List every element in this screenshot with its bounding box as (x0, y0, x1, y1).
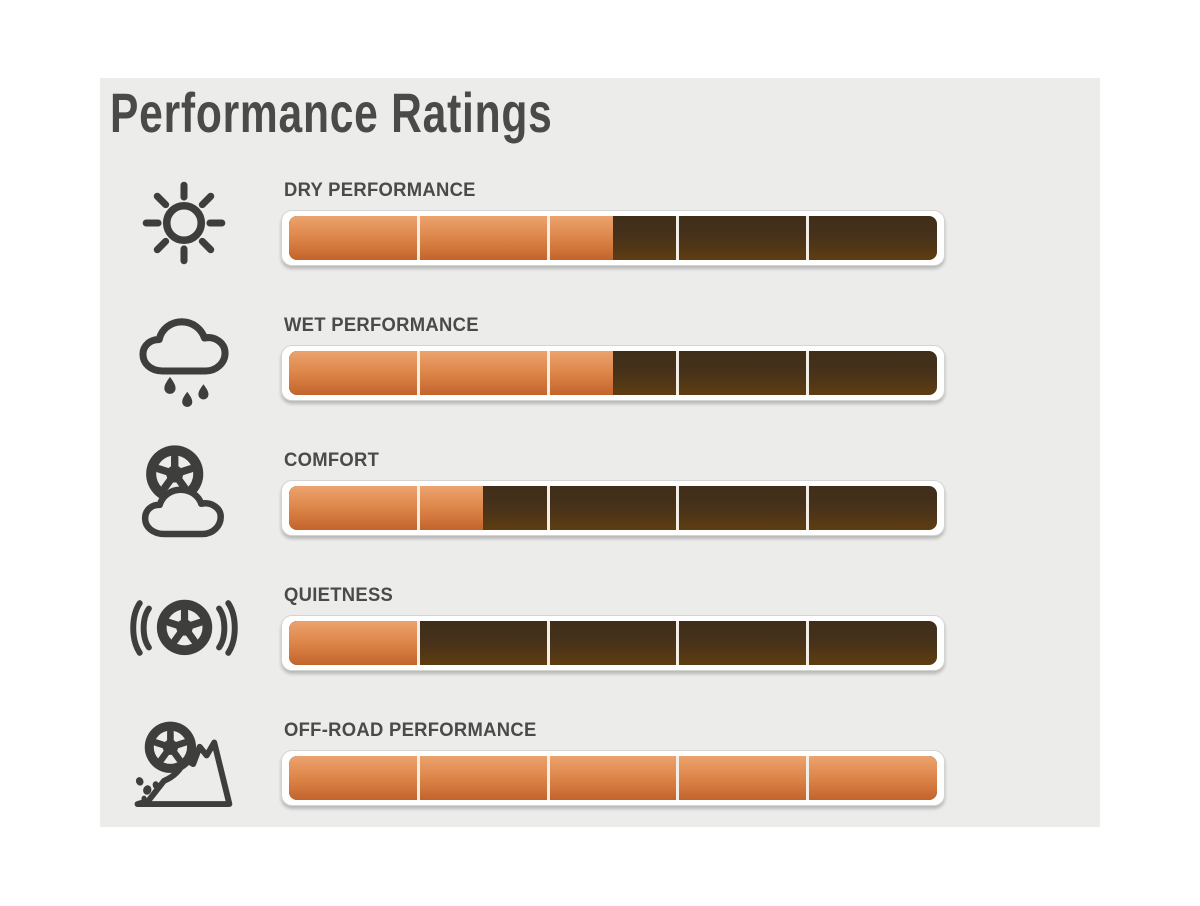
performance-ratings-panel: Performance Ratings DRY PERFORMANCE (100, 78, 1100, 827)
segment-divider (546, 621, 550, 665)
segment-divider (805, 621, 809, 665)
rating-row-wet: WET PERFORMANCE (100, 312, 1100, 447)
segment-divider (676, 216, 680, 260)
segment-divider (676, 621, 680, 665)
segment-divider (417, 756, 421, 800)
rating-bar-track (289, 486, 937, 530)
rating-row-offroad: OFF-ROAD PERFORMANCE (100, 717, 1100, 852)
segment-divider (676, 486, 680, 530)
rating-label: OFF-ROAD PERFORMANCE (284, 720, 537, 741)
rating-row-comfort: COMFORT (100, 447, 1100, 582)
sun-icon (130, 169, 238, 277)
segment-divider (676, 756, 680, 800)
rating-bar-fill (289, 486, 484, 530)
rating-row-dry: DRY PERFORMANCE (100, 177, 1100, 312)
rating-bar (281, 750, 945, 806)
page-title: Performance Ratings (110, 81, 553, 144)
segment-divider (805, 756, 809, 800)
segment-divider (805, 216, 809, 260)
rating-label: COMFORT (284, 450, 380, 471)
rating-bar-track (289, 351, 937, 395)
segment-divider (546, 351, 550, 395)
tire-cloud-icon (130, 439, 238, 547)
rating-bar-fill (289, 621, 419, 665)
rating-label: DRY PERFORMANCE (284, 180, 476, 201)
segment-divider (546, 486, 550, 530)
rating-bar (281, 345, 945, 401)
rating-bar-fill (289, 351, 613, 395)
segment-divider (676, 351, 680, 395)
rating-bar (281, 615, 945, 671)
segment-divider (805, 486, 809, 530)
tire-rocks-icon (130, 709, 238, 817)
segment-divider (546, 756, 550, 800)
rating-label: QUIETNESS (284, 585, 394, 606)
rain-cloud-icon (130, 304, 238, 412)
rating-bar (281, 210, 945, 266)
rating-bar-fill (289, 216, 613, 260)
rating-bar (281, 480, 945, 536)
segment-divider (417, 621, 421, 665)
segment-divider (546, 216, 550, 260)
rating-label: WET PERFORMANCE (284, 315, 479, 336)
segment-divider (417, 486, 421, 530)
segment-divider (805, 351, 809, 395)
rating-row-quietness: QUIETNESS (100, 582, 1100, 717)
rating-bar-fill (289, 756, 937, 800)
rating-bar-track (289, 621, 937, 665)
segment-divider (417, 216, 421, 260)
rating-bar-track (289, 756, 937, 800)
rating-bar-track (289, 216, 937, 260)
segment-divider (417, 351, 421, 395)
tire-sound-waves-icon (130, 574, 238, 682)
